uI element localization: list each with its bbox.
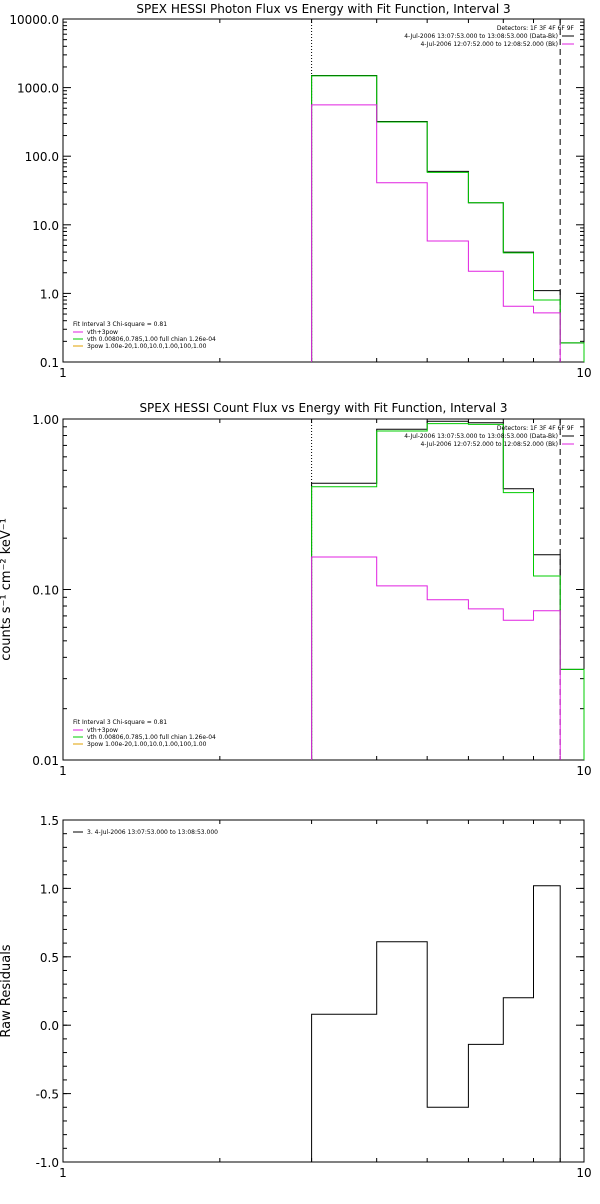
fit-legend-item-text: vth 0.00806,0.785,1.00 full chian 1.26e-… [87,734,216,741]
x-tick-label: 1 [59,366,67,380]
series-line-green [311,75,585,362]
fit-legend-item-text: vth+3pow [87,727,118,734]
y-axis-label: counts s⁻¹ cm⁻² keV⁻¹ [0,518,14,661]
y-axis-label: Raw Residuals [0,944,14,1037]
y-tick-label: 0.01 [32,754,59,768]
legend-item-text: 4-Jul-2006 12:07:52.000 to 12:08:52.000 … [420,441,558,448]
fit-legend-title: Fit Interval 3 Chi-square = 0.81 [73,321,167,328]
plot-frame [62,819,585,1163]
x-tick-label: 10 [576,1166,591,1180]
plot-frame [62,418,585,761]
fit-legend-title: Fit Interval 3 Chi-square = 0.81 [73,719,167,726]
fit-legend-item-text: vth+3pow [87,329,118,336]
y-tick-label: 0.1 [40,356,59,370]
y-tick-label: 1000.0 [17,82,59,96]
plot-frame [62,18,585,363]
y-tick-label: 100.0 [25,150,59,164]
y-tick-label: 0.10 [32,584,59,598]
x-tick-label: 1 [59,764,67,778]
y-tick-label: 1.00 [32,413,59,427]
y-tick-label: -1.0 [36,1156,59,1170]
y-tick-label: 1.0 [40,882,59,896]
y-tick-label: 0.0 [40,1019,59,1033]
series-line-black [311,420,585,760]
y-tick-label: 10000.0 [9,13,59,27]
y-tick-label: 10.0 [32,219,59,233]
legend-title: Detectors: 1F 3F 4F 6F 9F [497,425,575,432]
x-tick-label: 10 [576,764,591,778]
fit-legend-item-text: 3pow 1.00e-20,1.00,10.0,1.00,100,1.00 [87,741,207,748]
x-tick-label: 10 [576,366,591,380]
y-tick-label: 1.5 [40,814,59,828]
legend-item-text: 4-Jul-2006 12:07:52.000 to 12:08:52.000 … [420,41,558,48]
series-line-green [311,423,585,760]
y-tick-label: 1.0 [40,287,59,301]
series-line-black [311,75,585,362]
x-tick-label: 1 [59,1166,67,1180]
y-tick-label: -0.5 [36,1088,59,1102]
legend-title: Detectors: 1F 3F 4F 6F 9F [497,25,575,32]
legend-item-text: 4-Jul-2006 13:07:53.000 to 13:08:53.000 … [404,33,558,40]
fit-legend-item-text: 3pow 1.00e-20,1.00,10.0,1.00,100,1.00 [87,343,207,350]
plot-title: SPEX HESSI Photon Flux vs Energy with Fi… [136,2,510,16]
series-line-magenta [311,556,561,760]
legend-item-text: 4-Jul-2006 13:07:53.000 to 13:08:53.000 … [404,433,558,440]
residual-legend-text: 3. 4-Jul-2006 13:07:53.000 to 13:08:53.0… [87,829,218,836]
plot-title: SPEX HESSI Count Flux vs Energy with Fit… [139,401,507,415]
y-tick-label: 0.5 [40,951,59,965]
fit-legend-item-text: vth 0.00806,0.785,1.00 full chian 1.26e-… [87,336,216,343]
series-line-magenta [311,104,561,362]
series-line-black [311,885,561,1162]
